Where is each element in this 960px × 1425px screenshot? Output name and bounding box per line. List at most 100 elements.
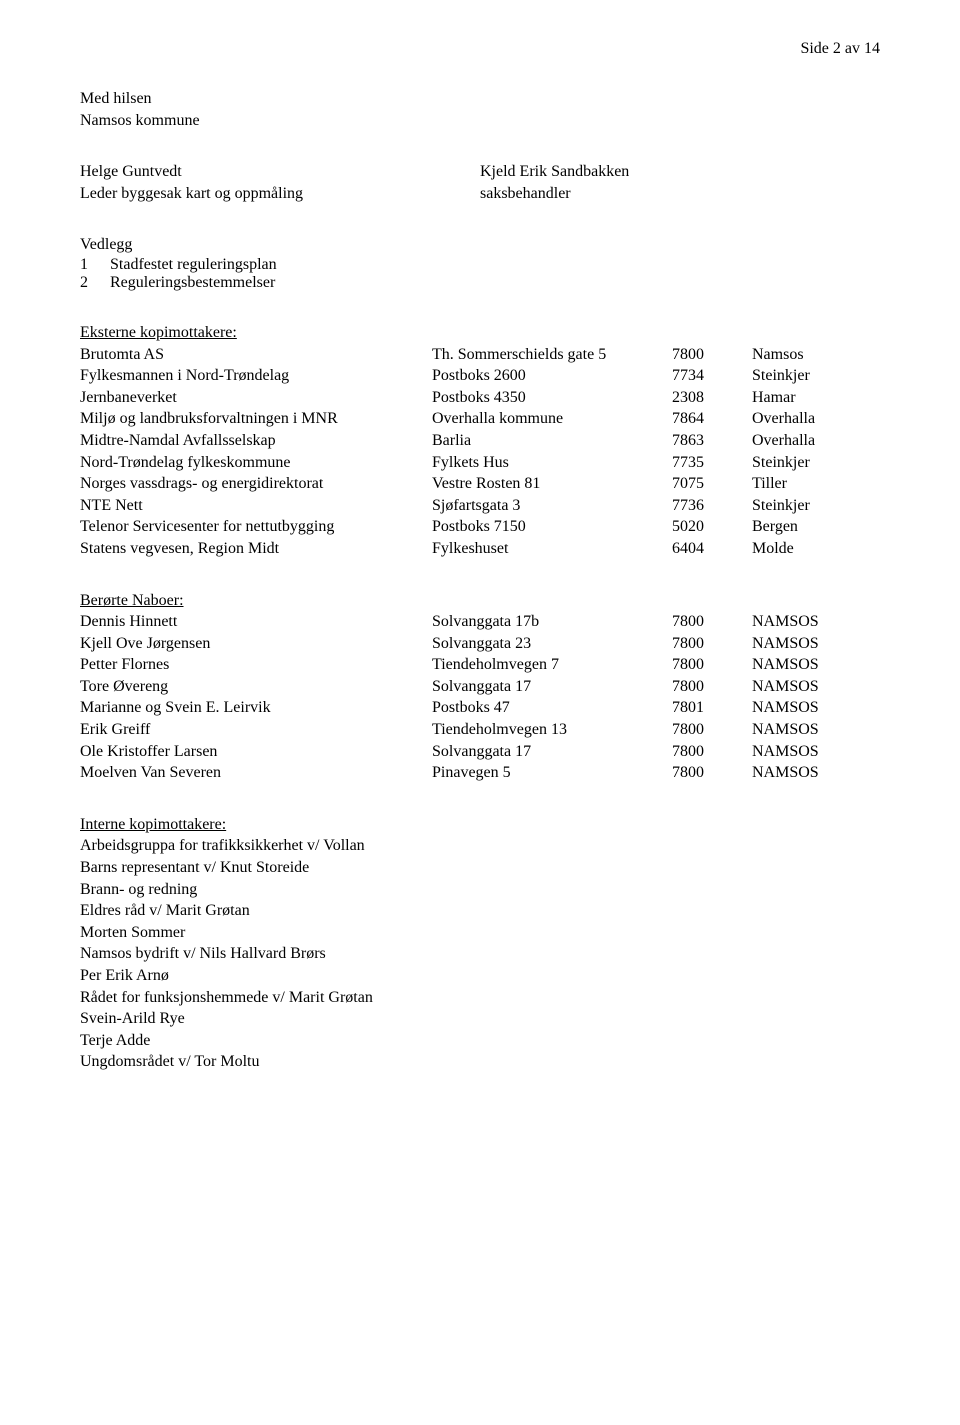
cell-name: Dennis Hinnett — [80, 611, 432, 633]
table-row: Nord-Trøndelag fylkeskommuneFylkets Hus7… — [80, 452, 880, 474]
greeting-block: Med hilsen Namsos kommune — [80, 88, 880, 131]
cell-city: Molde — [752, 538, 880, 560]
table-row: JernbaneverketPostboks 43502308Hamar — [80, 387, 880, 409]
cell-post: 7734 — [672, 365, 752, 387]
list-item: Terje Adde — [80, 1030, 880, 1052]
cell-addr: Fylkets Hus — [432, 452, 672, 474]
vedlegg-title: Vedlegg — [80, 234, 880, 256]
cell-addr: Solvanggata 17b — [432, 611, 672, 633]
table-row: Dennis HinnettSolvanggata 17b7800NAMSOS — [80, 611, 880, 633]
naboer-title: Berørte Naboer: — [80, 590, 880, 612]
cell-city: Namsos — [752, 344, 880, 366]
cell-post: 7800 — [672, 633, 752, 655]
cell-addr: Solvanggata 17 — [432, 741, 672, 763]
cell-city: Steinkjer — [752, 365, 880, 387]
signers-block: Helge Guntvedt Leder byggesak kart og op… — [80, 161, 880, 204]
table-row: Statens vegvesen, Region MidtFylkeshuset… — [80, 538, 880, 560]
table-row: Miljø og landbruksforvaltningen i MNROve… — [80, 408, 880, 430]
cell-name: Marianne og Svein E. Leirvik — [80, 697, 432, 719]
naboer-block: Berørte Naboer: Dennis HinnettSolvanggat… — [80, 590, 880, 784]
cell-city: NAMSOS — [752, 741, 880, 763]
greeting-line: Namsos kommune — [80, 110, 880, 132]
cell-city: NAMSOS — [752, 719, 880, 741]
signer-right: Kjeld Erik Sandbakken saksbehandler — [480, 161, 880, 204]
signer-title: Leder byggesak kart og oppmåling — [80, 183, 480, 205]
cell-name: Fylkesmannen i Nord-Trøndelag — [80, 365, 432, 387]
cell-name: Jernbaneverket — [80, 387, 432, 409]
greeting-line: Med hilsen — [80, 88, 880, 110]
eksterne-block: Eksterne kopimottakere: Brutomta ASTh. S… — [80, 322, 880, 560]
eksterne-title: Eksterne kopimottakere: — [80, 322, 880, 344]
cell-addr: Th. Sommerschields gate 5 — [432, 344, 672, 366]
vedlegg-item: 2 Reguleringsbestemmelser — [80, 274, 880, 292]
table-row: NTE NettSjøfartsgata 37736Steinkjer — [80, 495, 880, 517]
cell-addr: Overhalla kommune — [432, 408, 672, 430]
cell-city: NAMSOS — [752, 762, 880, 784]
list-item: Eldres råd v/ Marit Grøtan — [80, 900, 880, 922]
cell-addr: Postboks 4350 — [432, 387, 672, 409]
cell-post: 5020 — [672, 516, 752, 538]
cell-name: Midtre-Namdal Avfallsselskap — [80, 430, 432, 452]
cell-name: Norges vassdrags- og energidirektorat — [80, 473, 432, 495]
cell-name: Nord-Trøndelag fylkeskommune — [80, 452, 432, 474]
interne-title: Interne kopimottakere: — [80, 814, 880, 836]
cell-addr: Postboks 47 — [432, 697, 672, 719]
cell-name: Statens vegvesen, Region Midt — [80, 538, 432, 560]
cell-name: NTE Nett — [80, 495, 432, 517]
table-row: Telenor Servicesenter for nettutbyggingP… — [80, 516, 880, 538]
cell-name: Kjell Ove Jørgensen — [80, 633, 432, 655]
cell-name: Petter Flornes — [80, 654, 432, 676]
document-page: Side 2 av 14 Med hilsen Namsos kommune H… — [0, 0, 960, 1143]
cell-city: Tiller — [752, 473, 880, 495]
list-item: Barns representant v/ Knut Storeide — [80, 857, 880, 879]
cell-addr: Sjøfartsgata 3 — [432, 495, 672, 517]
cell-city: Overhalla — [752, 408, 880, 430]
table-row: Tore ØverengSolvanggata 177800NAMSOS — [80, 676, 880, 698]
cell-addr: Vestre Rosten 81 — [432, 473, 672, 495]
cell-post: 7864 — [672, 408, 752, 430]
cell-post: 6404 — [672, 538, 752, 560]
signer-name: Helge Guntvedt — [80, 161, 480, 183]
cell-name: Ole Kristoffer Larsen — [80, 741, 432, 763]
table-row: Ole Kristoffer LarsenSolvanggata 177800N… — [80, 741, 880, 763]
table-row: Moelven Van SeverenPinavegen 57800NAMSOS — [80, 762, 880, 784]
page-number: Side 2 av 14 — [80, 40, 880, 58]
cell-city: Steinkjer — [752, 452, 880, 474]
cell-name: Moelven Van Severen — [80, 762, 432, 784]
cell-post: 7736 — [672, 495, 752, 517]
cell-post: 7800 — [672, 741, 752, 763]
vedlegg-num: 1 — [80, 256, 110, 274]
list-item: Morten Sommer — [80, 922, 880, 944]
cell-name: Brutomta AS — [80, 344, 432, 366]
cell-post: 7075 — [672, 473, 752, 495]
cell-name: Miljø og landbruksforvaltningen i MNR — [80, 408, 432, 430]
vedlegg-num: 2 — [80, 274, 110, 292]
cell-addr: Postboks 2600 — [432, 365, 672, 387]
cell-post: 7800 — [672, 611, 752, 633]
cell-addr: Solvanggata 23 — [432, 633, 672, 655]
cell-post: 7801 — [672, 697, 752, 719]
cell-city: Overhalla — [752, 430, 880, 452]
vedlegg-block: Vedlegg 1 Stadfestet reguleringsplan 2 R… — [80, 234, 880, 292]
cell-city: Bergen — [752, 516, 880, 538]
vedlegg-text: Reguleringsbestemmelser — [110, 274, 275, 292]
cell-city: NAMSOS — [752, 611, 880, 633]
cell-city: Hamar — [752, 387, 880, 409]
cell-addr: Tiendeholmvegen 7 — [432, 654, 672, 676]
table-row: Marianne og Svein E. LeirvikPostboks 477… — [80, 697, 880, 719]
list-item: Namsos bydrift v/ Nils Hallvard Brørs — [80, 943, 880, 965]
cell-addr: Solvanggata 17 — [432, 676, 672, 698]
cell-addr: Pinavegen 5 — [432, 762, 672, 784]
cell-post: 7800 — [672, 654, 752, 676]
table-row: Brutomta ASTh. Sommerschields gate 57800… — [80, 344, 880, 366]
cell-city: NAMSOS — [752, 633, 880, 655]
cell-post: 7800 — [672, 344, 752, 366]
list-item: Per Erik Arnø — [80, 965, 880, 987]
signer-title: saksbehandler — [480, 183, 880, 205]
cell-city: Steinkjer — [752, 495, 880, 517]
table-row: Fylkesmannen i Nord-TrøndelagPostboks 26… — [80, 365, 880, 387]
list-item: Ungdomsrådet v/ Tor Moltu — [80, 1051, 880, 1073]
cell-city: NAMSOS — [752, 676, 880, 698]
cell-post: 7863 — [672, 430, 752, 452]
signer-left: Helge Guntvedt Leder byggesak kart og op… — [80, 161, 480, 204]
